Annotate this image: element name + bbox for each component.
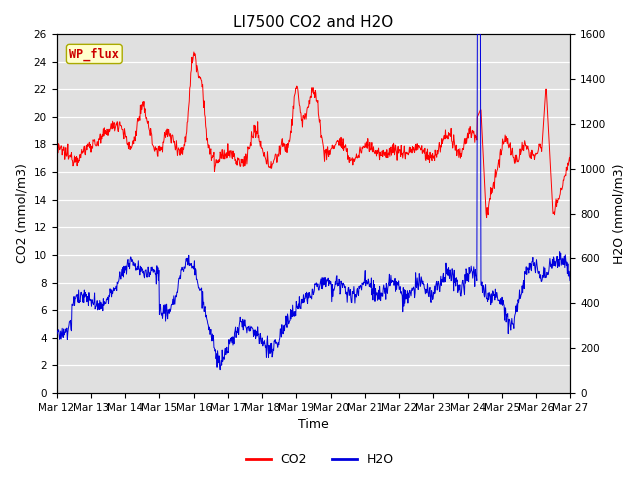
Legend: CO2, H2O: CO2, H2O — [241, 448, 399, 471]
Y-axis label: H2O (mmol/m3): H2O (mmol/m3) — [612, 163, 625, 264]
Title: LI7500 CO2 and H2O: LI7500 CO2 and H2O — [234, 15, 394, 30]
Y-axis label: CO2 (mmol/m3): CO2 (mmol/m3) — [15, 164, 28, 264]
Text: WP_flux: WP_flux — [69, 48, 119, 60]
X-axis label: Time: Time — [298, 419, 329, 432]
